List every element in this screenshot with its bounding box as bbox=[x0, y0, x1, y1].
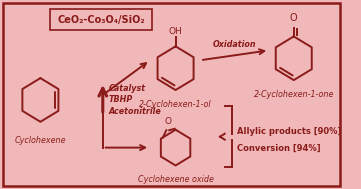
Text: 2-Cyclohexen-1-one: 2-Cyclohexen-1-one bbox=[253, 90, 334, 99]
Text: TBHP: TBHP bbox=[108, 95, 133, 105]
Text: Cyclohexene oxide: Cyclohexene oxide bbox=[138, 175, 213, 184]
Text: OH: OH bbox=[169, 27, 182, 36]
Text: O: O bbox=[290, 12, 297, 22]
Text: Cyclohexene: Cyclohexene bbox=[15, 136, 66, 145]
Text: Oxidation: Oxidation bbox=[213, 40, 256, 49]
Text: 2-Cyclohexen-1-ol: 2-Cyclohexen-1-ol bbox=[139, 100, 212, 109]
Text: Conversion [94%]: Conversion [94%] bbox=[237, 144, 321, 153]
Text: Acetonitrile: Acetonitrile bbox=[108, 107, 161, 116]
Text: Catalyst: Catalyst bbox=[108, 84, 145, 93]
Text: CeO₂-Co₃O₄/SiO₂: CeO₂-Co₃O₄/SiO₂ bbox=[57, 15, 145, 25]
Text: Allylic products [90%]: Allylic products [90%] bbox=[237, 127, 342, 136]
Text: O: O bbox=[165, 117, 172, 126]
Bar bbox=[50, 9, 152, 30]
